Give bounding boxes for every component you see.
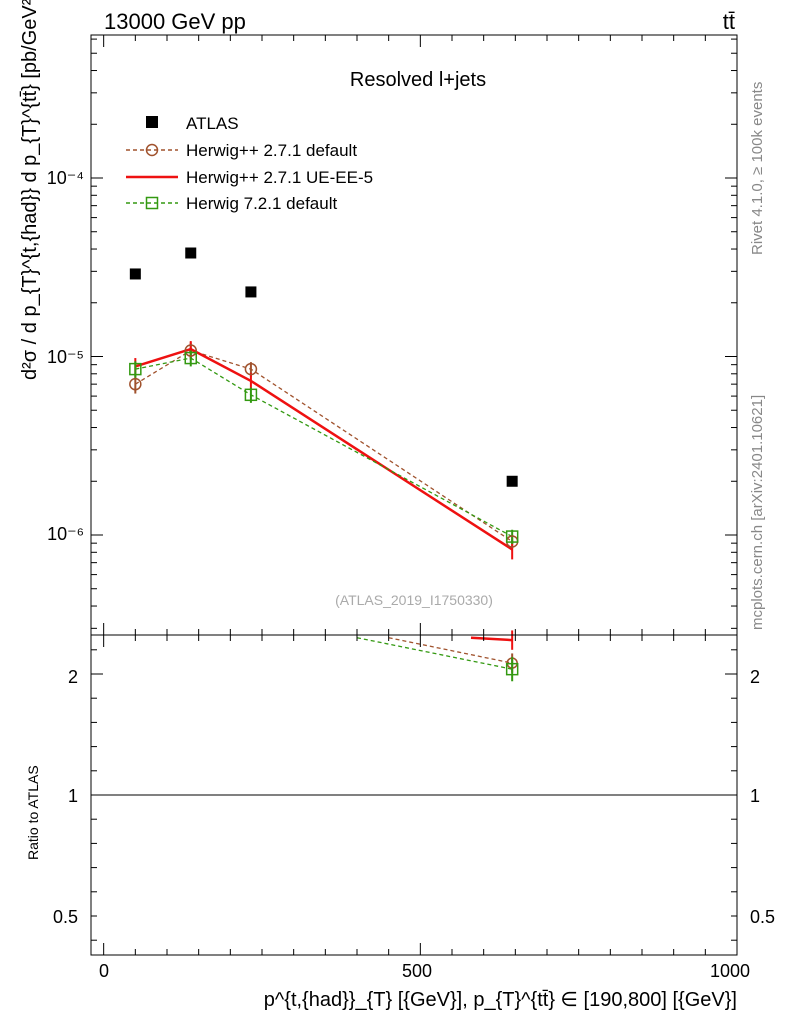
herwig7-point: [129, 362, 142, 376]
y-tick-label-1e-5: 10⁻⁵: [47, 347, 84, 367]
source-label: mcplots.cern.ch [arXiv:2401.10621]: [749, 395, 766, 630]
panel-title: Resolved l+jets: [350, 69, 486, 91]
series-line-2: [134, 347, 513, 551]
herwig7-point: [505, 530, 519, 543]
atlas-point: [245, 286, 257, 298]
legend: ATLAS Herwig++ 2.7.1 default Herwig++ 2.…: [126, 114, 373, 213]
ratio-line-2: [470, 636, 513, 642]
ratio-y-tick-label-0.5: 0.5: [53, 907, 78, 927]
ratio-y-axis-label: Ratio to ATLAS: [25, 765, 41, 860]
x-tick-label-1000: 1000: [710, 961, 750, 981]
herwigpp-default-point: [184, 344, 197, 357]
herwig7-point: [244, 388, 258, 402]
ratio-data-marks: [356, 630, 519, 682]
legend-marker-atlas: [146, 116, 158, 128]
ratio-y-tick-label-2: 2: [68, 667, 78, 687]
rivet-version-label: Rivet 4.1.0, ≥ 100k events: [749, 82, 766, 255]
series-line-3: [135, 357, 513, 538]
legend-marker-herwig7: [145, 196, 159, 210]
main-axis-ticks: [91, 35, 738, 635]
ratio-y-tick-label-1: 1: [68, 786, 78, 806]
legend-marker-herwigpp-default: [145, 143, 159, 157]
main-data-marks: [129, 247, 519, 560]
ratio-line-1: [388, 637, 513, 664]
ratio-y-tick-label-right-2: 2: [750, 667, 760, 687]
analysis-id-label: (ATLAS_2019_I1750330): [335, 592, 493, 608]
ratio-line-3: [356, 637, 513, 670]
x-tick-label-500: 500: [402, 961, 432, 981]
ratio-herwig7-point: [505, 662, 519, 676]
herwigpp-default-point: [244, 362, 258, 376]
main-y-axis-label: d²σ / d p_{T}^{t,{had}} d p_{T}^{tt̄} [p…: [19, 0, 41, 380]
x-tick-label-0: 0: [99, 961, 109, 981]
process-label: tt̄: [723, 9, 735, 34]
legend-label-herwigpp-ueee5: Herwig++ 2.7.1 UE-EE-5: [186, 168, 373, 187]
energy-label: 13000 GeV pp: [104, 9, 246, 34]
legend-label-atlas: ATLAS: [186, 114, 239, 133]
y-tick-label-1e-6: 10⁻⁶: [47, 524, 84, 544]
herwigpp-default-point: [129, 377, 142, 391]
ratio-axis-ticks: [91, 635, 738, 955]
legend-label-herwigpp-default: Herwig++ 2.7.1 default: [186, 141, 357, 160]
atlas-point: [129, 268, 141, 280]
legend-label-herwig7: Herwig 7.2.1 default: [186, 194, 337, 213]
atlas-point: [185, 247, 197, 259]
x-axis-label: p^{t,{had}}_{T} [{GeV}], p_{T}^{tt̄} ∈ […: [264, 989, 737, 1011]
y-tick-label-1e-4: 10⁻⁴: [47, 168, 84, 188]
atlas-point: [506, 475, 518, 487]
ratio-y-tick-label-right-1: 1: [750, 786, 760, 806]
herwig7-point: [184, 351, 197, 365]
ratio-y-tick-label-right-0.5: 0.5: [750, 907, 775, 927]
